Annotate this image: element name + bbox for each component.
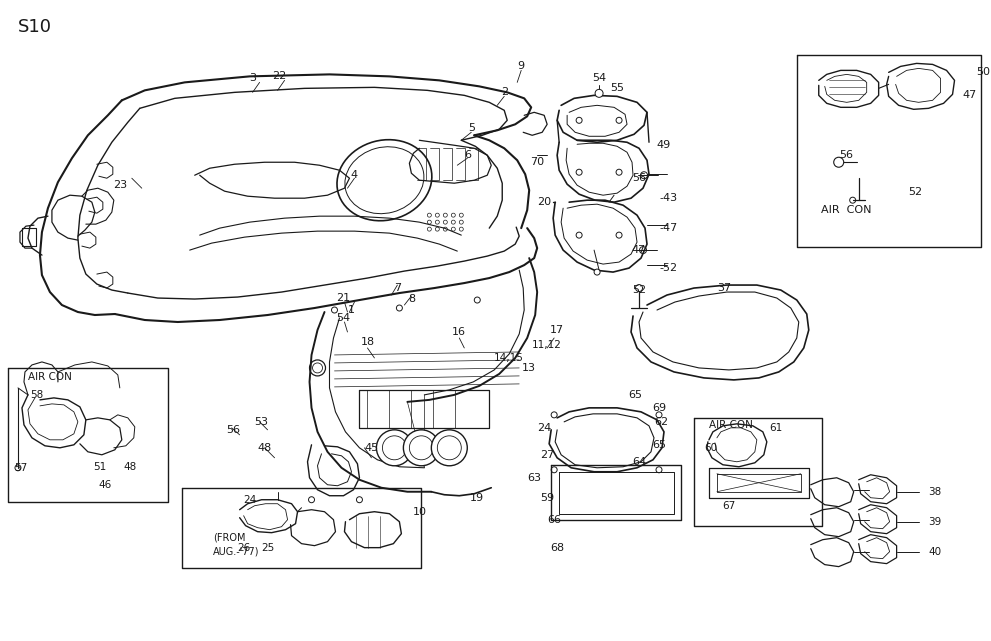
Text: 19: 19 xyxy=(470,493,485,503)
Text: 25: 25 xyxy=(261,543,275,553)
Text: 26: 26 xyxy=(237,543,251,553)
Text: 56: 56 xyxy=(632,173,646,183)
Circle shape xyxy=(357,497,363,503)
Text: 18: 18 xyxy=(361,337,375,347)
Text: 65: 65 xyxy=(628,390,642,400)
Text: 57: 57 xyxy=(14,463,27,473)
Text: AIR  CON: AIR CON xyxy=(821,205,871,215)
Text: 24: 24 xyxy=(537,423,551,433)
Circle shape xyxy=(431,430,468,466)
Text: 37: 37 xyxy=(716,283,731,293)
Text: 10: 10 xyxy=(412,506,426,517)
Text: 48: 48 xyxy=(123,462,137,472)
Text: 49: 49 xyxy=(657,140,671,150)
Text: 61: 61 xyxy=(769,423,782,433)
Text: 20: 20 xyxy=(537,197,551,207)
Text: 64: 64 xyxy=(632,457,646,467)
Circle shape xyxy=(595,89,604,97)
Text: 55: 55 xyxy=(610,83,624,94)
Text: 70: 70 xyxy=(530,157,544,167)
Text: 47: 47 xyxy=(632,245,646,255)
Text: 53: 53 xyxy=(255,417,269,427)
Text: 52: 52 xyxy=(909,187,923,197)
Text: 27: 27 xyxy=(540,450,554,460)
Text: 11,12: 11,12 xyxy=(532,340,562,350)
Text: 46: 46 xyxy=(98,479,111,490)
Circle shape xyxy=(576,169,582,175)
Text: 1: 1 xyxy=(348,305,355,315)
Text: 52: 52 xyxy=(632,285,646,295)
Circle shape xyxy=(332,307,338,313)
Text: 66: 66 xyxy=(547,515,561,525)
Text: 3: 3 xyxy=(249,73,256,83)
Text: AIR CON: AIR CON xyxy=(28,372,71,382)
Text: 40: 40 xyxy=(929,547,941,556)
Text: 47: 47 xyxy=(962,90,977,101)
Text: 60: 60 xyxy=(704,443,717,453)
Circle shape xyxy=(403,430,439,466)
Text: AUG.-'77): AUG.-'77) xyxy=(213,547,260,556)
Text: 5: 5 xyxy=(468,123,475,133)
Text: 48: 48 xyxy=(258,443,272,453)
Text: 9: 9 xyxy=(517,62,525,71)
Text: 38: 38 xyxy=(929,487,941,497)
Text: 2: 2 xyxy=(500,87,507,97)
Circle shape xyxy=(616,117,622,123)
Circle shape xyxy=(616,232,622,238)
Circle shape xyxy=(594,269,601,275)
Text: 67: 67 xyxy=(722,501,735,511)
Text: 13: 13 xyxy=(522,363,536,373)
Text: 8: 8 xyxy=(408,294,415,304)
Text: 65: 65 xyxy=(652,440,666,450)
Circle shape xyxy=(576,232,582,238)
Text: 21: 21 xyxy=(336,293,351,303)
Text: 59: 59 xyxy=(540,493,554,503)
Text: AIR CON: AIR CON xyxy=(709,420,753,430)
Circle shape xyxy=(576,117,582,123)
Text: 24: 24 xyxy=(243,495,257,504)
Circle shape xyxy=(475,297,481,303)
Text: 56: 56 xyxy=(227,425,241,435)
Circle shape xyxy=(635,285,642,292)
Text: 45: 45 xyxy=(365,443,379,453)
Text: (FROM: (FROM xyxy=(213,533,245,543)
Text: 6: 6 xyxy=(464,150,471,160)
Text: 68: 68 xyxy=(550,543,564,553)
Text: -43: -43 xyxy=(659,193,677,203)
Circle shape xyxy=(396,305,402,311)
Text: 58: 58 xyxy=(30,390,44,400)
Text: 54: 54 xyxy=(592,73,606,83)
Text: 69: 69 xyxy=(652,403,666,413)
Text: 7: 7 xyxy=(393,283,401,293)
Text: 63: 63 xyxy=(527,473,541,483)
Circle shape xyxy=(833,157,843,167)
Text: -52: -52 xyxy=(659,263,677,273)
Text: 23: 23 xyxy=(113,180,127,190)
Text: 50: 50 xyxy=(976,67,991,78)
Text: 22: 22 xyxy=(273,71,286,81)
Text: 56: 56 xyxy=(838,150,852,160)
Text: 16: 16 xyxy=(452,327,467,337)
Circle shape xyxy=(308,497,314,503)
Text: 4: 4 xyxy=(351,171,358,180)
Text: 14,15: 14,15 xyxy=(495,353,524,363)
Text: S10: S10 xyxy=(18,19,52,37)
Text: 39: 39 xyxy=(929,517,941,527)
Circle shape xyxy=(377,430,412,466)
Text: 51: 51 xyxy=(93,462,106,472)
Text: 62: 62 xyxy=(654,417,668,427)
Text: -47: -47 xyxy=(659,223,677,233)
Text: 54: 54 xyxy=(336,313,351,323)
Circle shape xyxy=(616,169,622,175)
Text: 17: 17 xyxy=(550,325,564,335)
